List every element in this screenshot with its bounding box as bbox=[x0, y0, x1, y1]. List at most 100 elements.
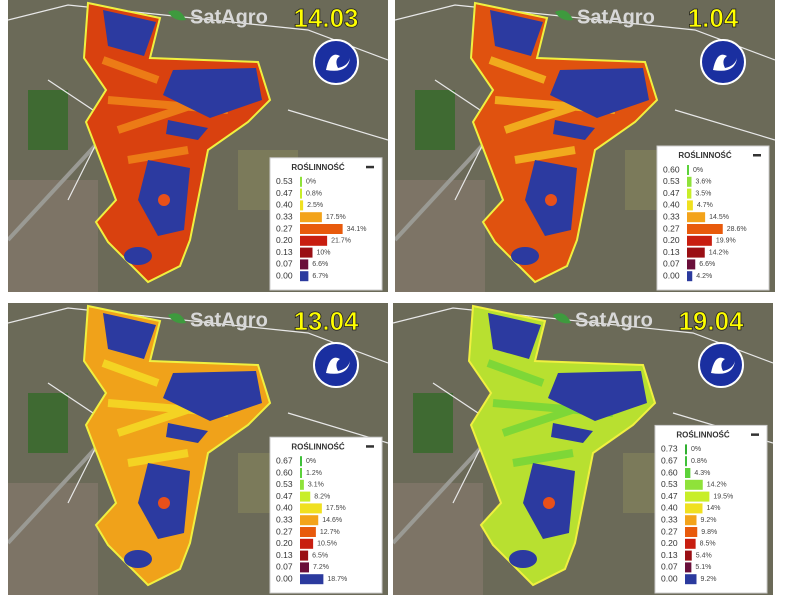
percent-label: 9.8% bbox=[701, 529, 717, 536]
threshold-label: 0.13 bbox=[276, 550, 293, 560]
threshold-label: 0.27 bbox=[276, 223, 293, 233]
farmland bbox=[28, 90, 68, 150]
field-spot bbox=[158, 194, 170, 206]
field-spot bbox=[158, 497, 170, 509]
threshold-label: 0.13 bbox=[663, 247, 680, 257]
percent-label: 0% bbox=[691, 446, 701, 453]
percent-label: 19.5% bbox=[713, 493, 733, 500]
collapse-button[interactable] bbox=[366, 165, 374, 169]
threshold-label: 0.60 bbox=[663, 164, 680, 174]
brand-leaf bbox=[168, 313, 186, 324]
water-zone bbox=[166, 423, 208, 443]
color-bar bbox=[687, 259, 696, 270]
color-bar bbox=[685, 456, 687, 467]
percent-label: 4.7% bbox=[697, 202, 713, 209]
threshold-label: 0.33 bbox=[663, 211, 680, 221]
date: 1.04 bbox=[688, 3, 739, 33]
color-bar bbox=[300, 271, 309, 282]
color-bar bbox=[685, 527, 698, 537]
percent-label: 19.9% bbox=[716, 238, 736, 245]
legend-box bbox=[654, 424, 768, 594]
color-bar bbox=[685, 503, 703, 514]
town bbox=[8, 483, 98, 595]
color-bar bbox=[685, 479, 703, 490]
water-zone bbox=[490, 10, 543, 56]
color-bar bbox=[300, 527, 316, 537]
water-zone bbox=[163, 68, 262, 118]
threshold-label: 0.40 bbox=[663, 200, 680, 210]
threshold-label: 0.53 bbox=[663, 176, 680, 186]
threshold-label: 0.07 bbox=[276, 562, 293, 572]
water-zone bbox=[103, 313, 156, 359]
water-zone bbox=[548, 371, 647, 421]
color-bar bbox=[300, 188, 302, 199]
color-bar bbox=[687, 212, 706, 223]
color-bar bbox=[300, 247, 313, 258]
collapse-button[interactable] bbox=[751, 433, 759, 436]
threshold-label: 0.07 bbox=[663, 259, 680, 269]
threshold-label: 0.53 bbox=[661, 479, 678, 489]
percent-label: 28.6% bbox=[727, 226, 747, 233]
percent-label: 6.6% bbox=[312, 261, 328, 268]
legend-box bbox=[269, 157, 383, 291]
threshold-label: 0.47 bbox=[276, 491, 293, 501]
water-zone bbox=[550, 68, 649, 118]
color-bar bbox=[300, 200, 304, 211]
threshold-label: 0.20 bbox=[661, 538, 678, 548]
percent-label: 21.7% bbox=[331, 238, 351, 245]
threshold-label: 0.20 bbox=[663, 235, 680, 245]
color-bar bbox=[687, 247, 705, 258]
percent-label: 14% bbox=[707, 505, 721, 512]
color-bar bbox=[685, 491, 710, 502]
threshold-label: 0.53 bbox=[276, 479, 293, 489]
threshold-label: 0.73 bbox=[661, 444, 678, 454]
percent-label: 17.5% bbox=[326, 214, 346, 221]
threshold-label: 0.07 bbox=[276, 259, 293, 269]
percent-label: 3.1% bbox=[308, 482, 324, 489]
legend-title: ROŚLINNOŚĆ bbox=[676, 431, 730, 440]
color-bar bbox=[300, 224, 343, 234]
date: 19.04 bbox=[678, 306, 744, 336]
color-bar bbox=[300, 212, 322, 223]
field-spot bbox=[543, 497, 555, 509]
color-bar bbox=[687, 165, 689, 175]
threshold-label: 0.40 bbox=[276, 200, 293, 210]
legend-title: ROŚLINNOŚĆ bbox=[291, 163, 345, 172]
percent-label: 34.1% bbox=[347, 226, 367, 233]
percent-label: 12.7% bbox=[320, 529, 340, 536]
threshold-label: 0.40 bbox=[276, 503, 293, 513]
color-bar bbox=[300, 503, 322, 514]
date: 14.03 bbox=[293, 3, 358, 33]
color-bar bbox=[300, 235, 328, 246]
threshold-label: 0.27 bbox=[663, 223, 680, 233]
town bbox=[8, 180, 98, 292]
collapse-button[interactable] bbox=[753, 154, 761, 157]
percent-label: 0.8% bbox=[691, 458, 707, 465]
color-bar bbox=[300, 538, 314, 549]
farmland bbox=[413, 393, 453, 453]
color-bar bbox=[685, 468, 691, 478]
threshold-label: 0.60 bbox=[276, 467, 293, 477]
percent-label: 0% bbox=[306, 458, 316, 465]
field-spot bbox=[545, 194, 557, 206]
percent-label: 10% bbox=[317, 249, 331, 256]
brand-leaf bbox=[168, 10, 186, 21]
threshold-label: 0.27 bbox=[661, 526, 678, 536]
threshold-label: 0.47 bbox=[663, 188, 680, 198]
collapse-button[interactable] bbox=[366, 445, 374, 448]
color-bar bbox=[300, 574, 324, 585]
threshold-label: 0.47 bbox=[276, 188, 293, 198]
water-zone bbox=[163, 371, 262, 421]
brand-name: SatAgro bbox=[190, 6, 268, 28]
threshold-label: 0.33 bbox=[276, 514, 293, 524]
percent-label: 18.7% bbox=[327, 576, 347, 583]
field-texture bbox=[488, 56, 616, 164]
map-panel: SatAgro 1.04 ROŚLINNOŚĆ 0.60 0% 0.53 3.6% 0.47 3… bbox=[395, 0, 775, 292]
threshold-label: 0.07 bbox=[661, 562, 678, 572]
percent-label: 6.6% bbox=[699, 261, 715, 268]
water-zone bbox=[488, 313, 541, 359]
brand-leaf bbox=[553, 313, 571, 324]
legend-box bbox=[269, 436, 383, 594]
color-bar bbox=[685, 574, 697, 585]
color-bar bbox=[685, 444, 687, 455]
